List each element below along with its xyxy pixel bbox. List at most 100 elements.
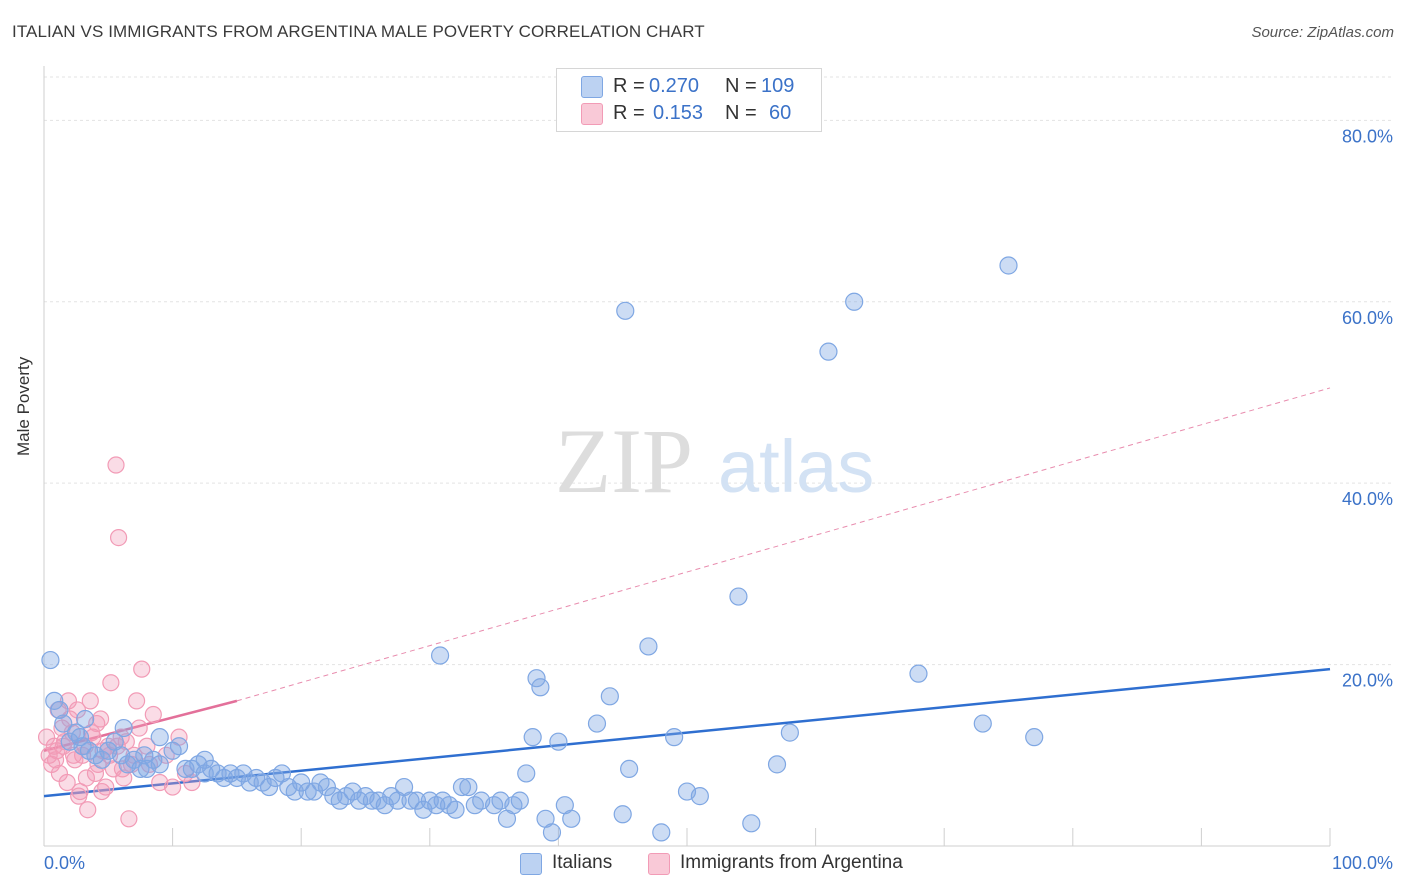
legend-r-value: 0.153 bbox=[653, 102, 704, 124]
point-italians bbox=[54, 714, 73, 733]
point-italians bbox=[292, 773, 311, 792]
point-italians bbox=[639, 637, 658, 656]
point-italians bbox=[780, 723, 799, 742]
legend-n-label: N = bbox=[725, 102, 757, 124]
point-argentina bbox=[133, 660, 151, 678]
y-tick-label: 60.0% bbox=[1342, 308, 1393, 328]
point-italians bbox=[135, 746, 154, 765]
point-italians bbox=[50, 700, 69, 720]
x-tick-label-min: 0.0% bbox=[44, 853, 85, 873]
point-italians bbox=[317, 777, 337, 797]
point-argentina bbox=[109, 528, 128, 547]
point-argentina bbox=[120, 810, 138, 828]
point-italians bbox=[401, 791, 420, 810]
point-argentina bbox=[79, 801, 97, 819]
watermark-atlas: atlas bbox=[718, 425, 874, 508]
point-argentina bbox=[130, 719, 148, 737]
point-italians bbox=[407, 791, 427, 810]
legend-r-value: 0.270 bbox=[649, 75, 700, 97]
point-argentina bbox=[127, 692, 146, 710]
point-italians bbox=[562, 809, 581, 828]
points-argentina bbox=[37, 456, 201, 828]
trend-line-argentina bbox=[43, 699, 238, 752]
watermark: ZIP atlas bbox=[555, 410, 874, 512]
bottom-legend-label-argentina: Immigrants from Argentina bbox=[680, 852, 903, 873]
legend-swatch-argentina bbox=[581, 103, 603, 125]
point-italians bbox=[70, 728, 90, 747]
bottom-legend-swatch-argentina bbox=[648, 853, 670, 875]
point-italians bbox=[510, 791, 529, 810]
chart-title: ITALIAN VS IMMIGRANTS FROM ARGENTINA MAL… bbox=[12, 22, 705, 41]
point-argentina bbox=[151, 773, 169, 792]
point-argentina bbox=[164, 778, 182, 796]
point-italians bbox=[767, 755, 787, 774]
point-italians bbox=[549, 732, 568, 751]
point-italians bbox=[459, 777, 478, 797]
legend-swatch-italians bbox=[581, 76, 603, 98]
point-argentina bbox=[58, 773, 76, 792]
point-italians bbox=[973, 714, 992, 733]
point-italians bbox=[819, 342, 838, 361]
point-italians bbox=[195, 750, 214, 769]
point-italians bbox=[587, 714, 607, 733]
point-italians bbox=[652, 823, 671, 842]
bottom-legend-label-italians: Italians bbox=[552, 852, 613, 873]
point-italians bbox=[114, 718, 133, 738]
point-italians bbox=[76, 709, 95, 729]
y-tick-label: 20.0% bbox=[1342, 671, 1393, 691]
legend-r-label: R = bbox=[613, 75, 645, 97]
trend-line-argentina-extended bbox=[236, 387, 1331, 702]
gridlines bbox=[44, 76, 1392, 666]
watermark-zip: ZIP bbox=[555, 410, 693, 512]
y-axis-label: Male Poverty bbox=[14, 356, 33, 456]
point-argentina bbox=[77, 769, 96, 787]
point-italians bbox=[600, 687, 619, 706]
y-tick-label: 80.0% bbox=[1342, 126, 1393, 146]
point-italians bbox=[41, 650, 60, 670]
point-italians bbox=[92, 750, 111, 769]
point-italians bbox=[690, 787, 709, 806]
point-argentina bbox=[70, 787, 88, 805]
point-italians bbox=[285, 782, 304, 801]
point-italians bbox=[845, 292, 864, 311]
legend-r-label: R = bbox=[613, 102, 645, 124]
x-tick-label-max: 100.0% bbox=[1332, 853, 1393, 873]
point-italians bbox=[452, 777, 472, 797]
point-italians bbox=[527, 669, 546, 688]
point-italians bbox=[909, 664, 928, 683]
point-italians bbox=[124, 750, 144, 769]
points-italians bbox=[41, 256, 1044, 842]
point-italians bbox=[517, 764, 536, 783]
point-argentina bbox=[93, 782, 111, 801]
point-italians bbox=[665, 728, 684, 747]
point-italians bbox=[531, 678, 550, 697]
point-italians bbox=[150, 728, 169, 747]
point-italians bbox=[999, 256, 1018, 275]
point-argentina bbox=[115, 769, 133, 787]
source-label: Source: ZipAtlas.com bbox=[1251, 24, 1394, 41]
point-italians bbox=[616, 301, 635, 320]
point-italians bbox=[131, 759, 150, 779]
stats-legend: R = 0.270 N = 109 R = 0.153 N = 60 bbox=[556, 68, 822, 132]
tick-labels: 20.0% 40.0% 60.0% 80.0% 0.0% 100.0% bbox=[44, 126, 1393, 873]
point-italians bbox=[446, 800, 465, 819]
axes bbox=[43, 66, 1331, 847]
point-argentina bbox=[88, 714, 106, 733]
point-italians bbox=[542, 823, 562, 842]
y-tick-label: 40.0% bbox=[1342, 489, 1393, 509]
legend-n-label: N = bbox=[725, 75, 757, 97]
point-italians bbox=[150, 755, 169, 774]
point-argentina bbox=[46, 751, 65, 769]
point-italians bbox=[430, 646, 450, 665]
point-italians bbox=[169, 737, 189, 756]
point-italians bbox=[613, 805, 632, 824]
legend-n-value: 60 bbox=[769, 102, 792, 124]
point-argentina bbox=[144, 705, 162, 724]
point-italians bbox=[298, 782, 317, 801]
point-argentina bbox=[107, 456, 125, 474]
point-italians bbox=[742, 814, 761, 833]
legend-n-value: 109 bbox=[761, 75, 795, 97]
point-italians bbox=[45, 691, 64, 710]
point-italians bbox=[259, 777, 279, 797]
